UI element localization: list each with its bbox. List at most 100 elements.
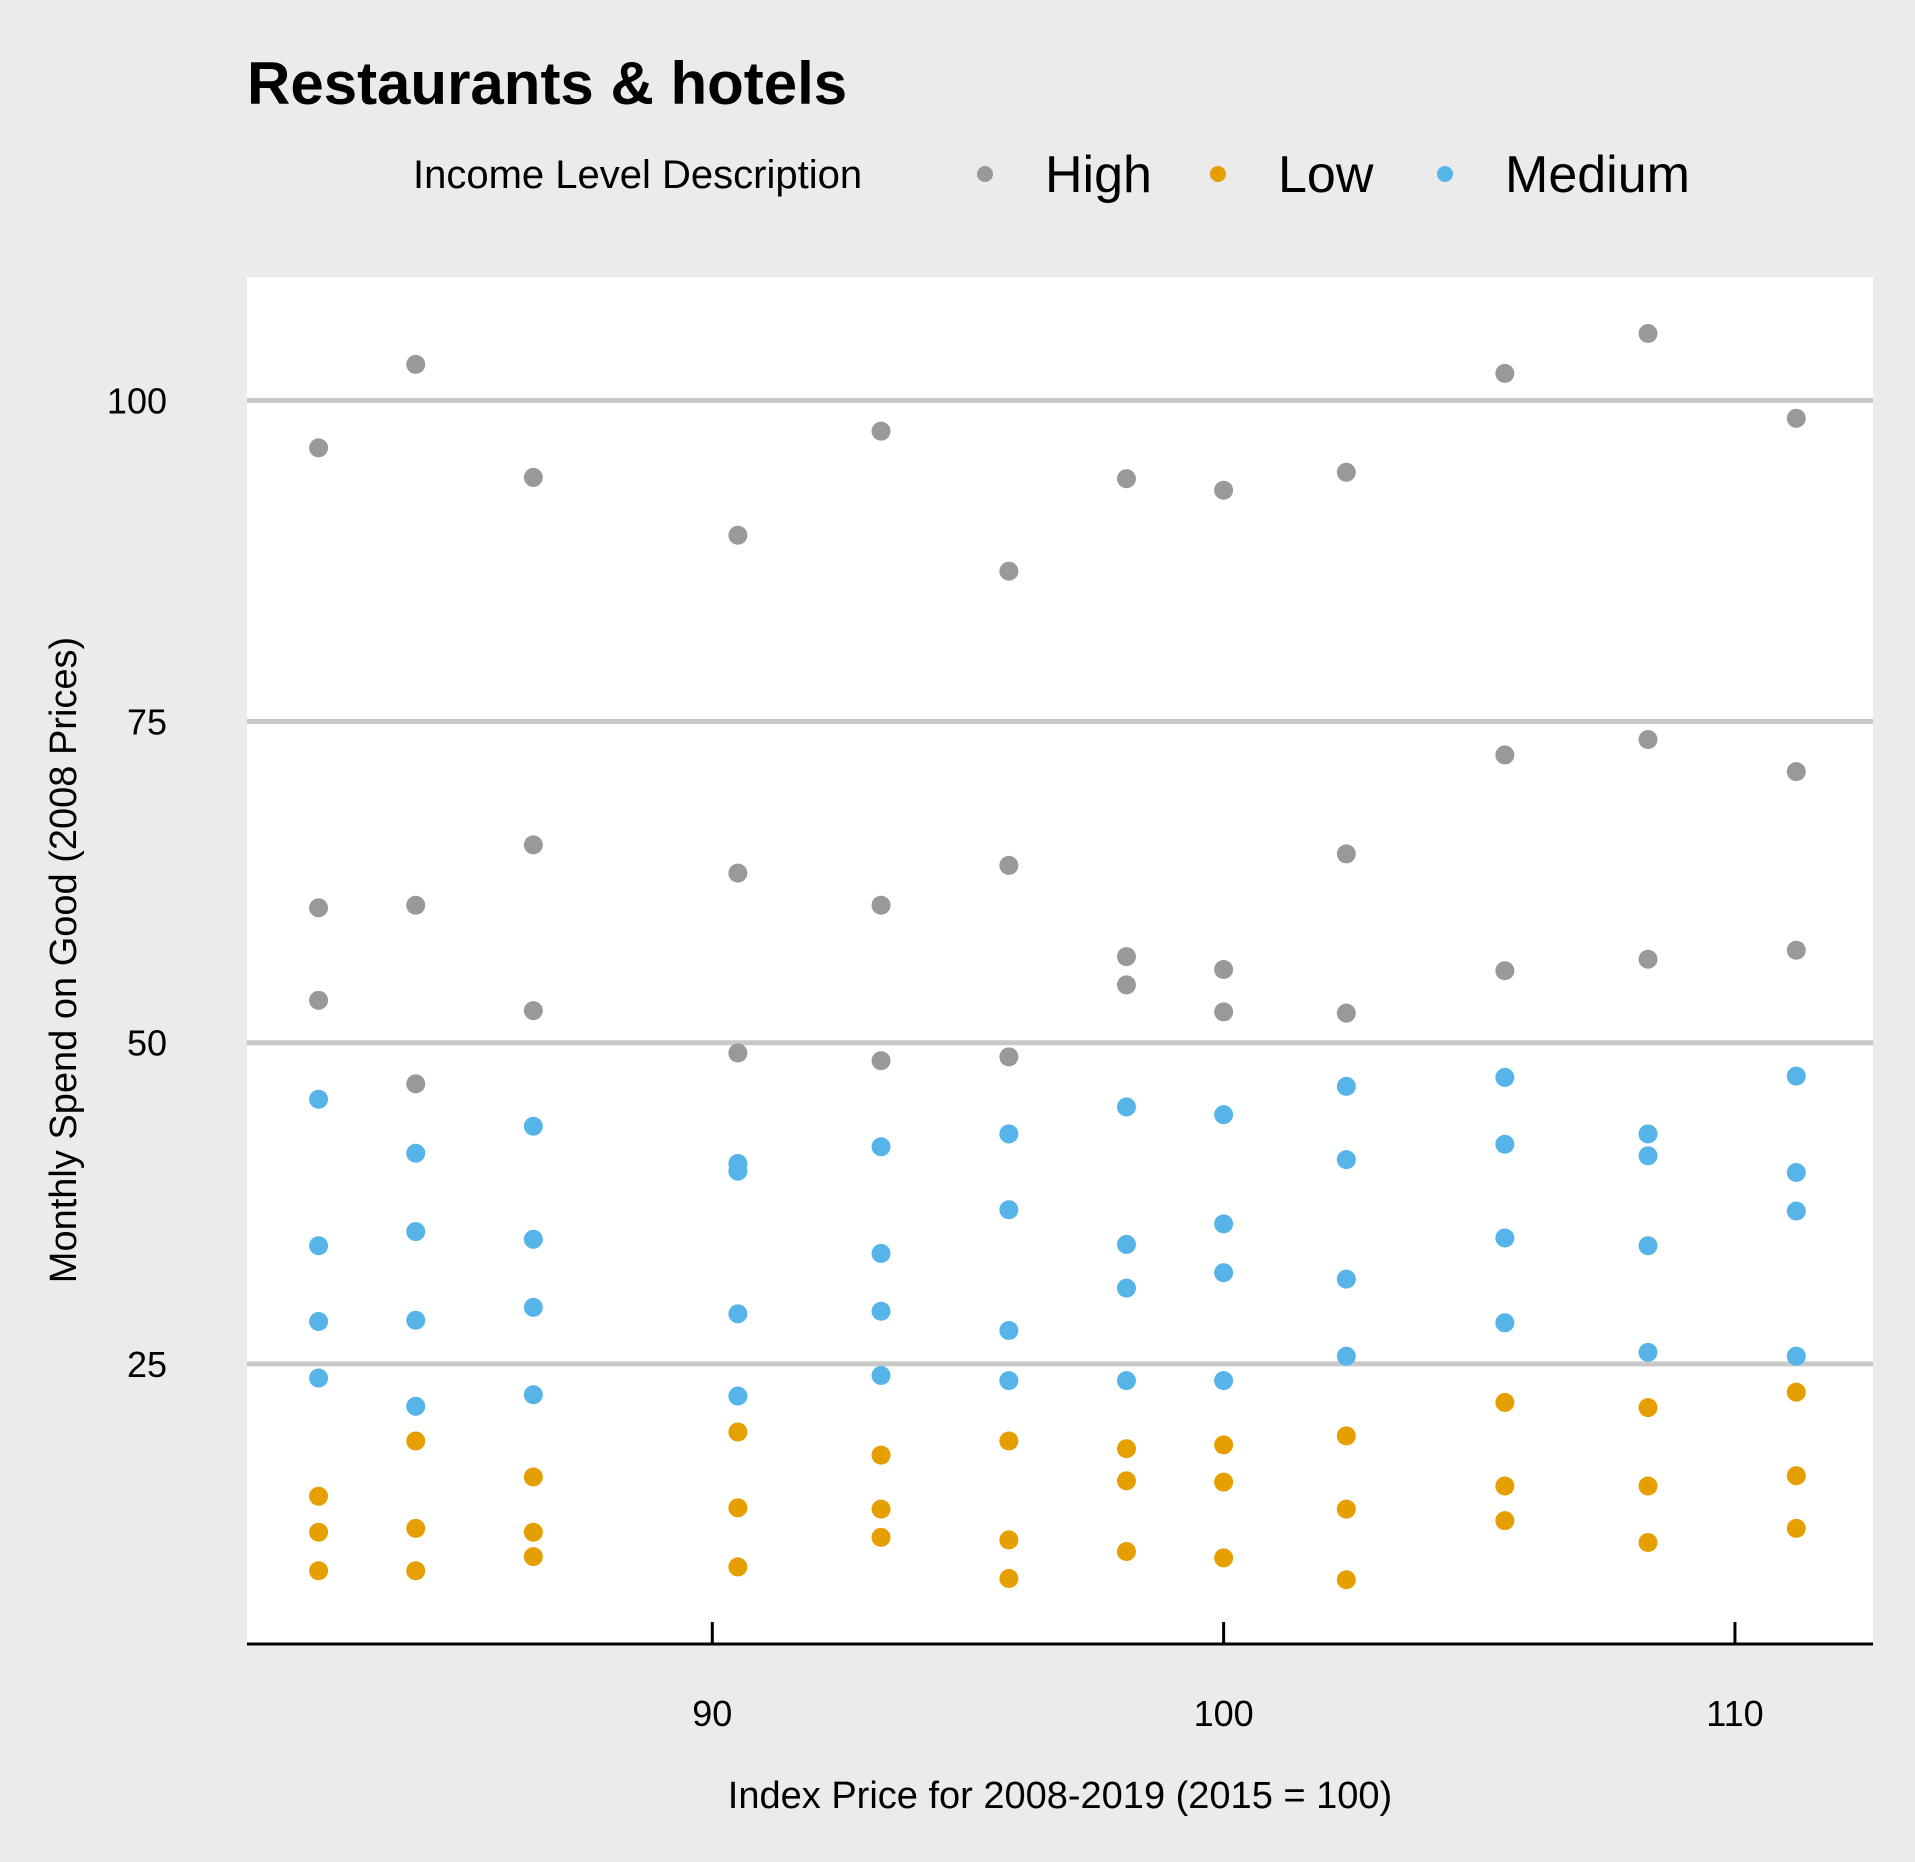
point-high-35 [1786, 940, 1806, 960]
point-low-9 [728, 1422, 748, 1442]
point-medium-38 [1495, 1228, 1515, 1248]
point-medium-36 [1495, 1067, 1515, 1087]
point-low-23 [1214, 1548, 1234, 1568]
legend-title: Income Level Description [413, 153, 862, 197]
point-high-8 [523, 1001, 543, 1021]
series-low [309, 1382, 1806, 1590]
point-high-11 [728, 1043, 748, 1063]
point-medium-11 [523, 1385, 543, 1405]
point-medium-32 [1336, 1076, 1356, 1096]
point-medium-7 [406, 1396, 426, 1416]
point-medium-8 [523, 1116, 543, 1136]
point-medium-26 [1116, 1278, 1136, 1298]
point-high-29 [1495, 961, 1515, 981]
point-high-31 [1638, 730, 1658, 750]
point-low-34 [1786, 1466, 1806, 1486]
point-high-34 [1786, 762, 1806, 782]
point-medium-27 [1116, 1371, 1136, 1391]
point-low-29 [1495, 1511, 1515, 1531]
plot-panel [247, 277, 1873, 1644]
point-low-22 [1214, 1472, 1234, 1492]
point-low-10 [728, 1498, 748, 1518]
point-low-6 [523, 1467, 543, 1487]
point-high-15 [999, 561, 1019, 581]
point-low-7 [523, 1522, 543, 1542]
point-high-33 [1786, 408, 1806, 428]
point-medium-35 [1336, 1346, 1356, 1366]
point-medium-25 [1116, 1234, 1136, 1254]
point-high-24 [1336, 462, 1356, 482]
point-high-4 [406, 895, 426, 915]
x-axis-label: Index Price for 2008-2019 (2015 = 100) [728, 1775, 1392, 1817]
y-tick-label-25: 25 [127, 1344, 167, 1385]
point-medium-29 [1214, 1214, 1234, 1234]
point-high-26 [1336, 1003, 1356, 1023]
point-high-21 [1214, 480, 1234, 500]
point-medium-42 [1638, 1236, 1658, 1256]
point-medium-24 [1116, 1097, 1136, 1117]
chart-title: Restaurants & hotels [247, 50, 847, 117]
point-medium-22 [999, 1321, 1019, 1341]
point-low-11 [728, 1557, 748, 1577]
x-tick-label-90: 90 [692, 1693, 732, 1734]
point-medium-14 [728, 1304, 748, 1324]
point-high-2 [309, 990, 329, 1010]
point-medium-19 [871, 1365, 891, 1385]
point-high-27 [1495, 363, 1515, 383]
point-medium-41 [1638, 1146, 1658, 1166]
point-high-7 [523, 835, 543, 855]
point-medium-1 [309, 1236, 329, 1256]
point-medium-2 [309, 1312, 329, 1332]
point-medium-28 [1214, 1105, 1234, 1125]
gridlines [247, 397, 1873, 1367]
point-high-0 [309, 438, 329, 458]
point-low-33 [1786, 1382, 1806, 1402]
point-medium-5 [406, 1222, 426, 1242]
point-high-32 [1638, 949, 1658, 969]
point-low-25 [1336, 1499, 1356, 1519]
point-high-25 [1336, 844, 1356, 864]
point-low-13 [871, 1499, 891, 1519]
point-medium-15 [728, 1386, 748, 1406]
point-medium-44 [1786, 1066, 1806, 1086]
point-medium-17 [871, 1243, 891, 1263]
point-high-5 [406, 1074, 426, 1094]
point-medium-33 [1336, 1150, 1356, 1170]
point-medium-30 [1214, 1263, 1234, 1283]
y-tick-label-75: 75 [127, 702, 167, 743]
point-medium-4 [406, 1143, 426, 1163]
point-low-3 [406, 1431, 426, 1451]
point-medium-16 [871, 1137, 891, 1157]
point-low-8 [523, 1547, 543, 1567]
point-high-20 [1116, 975, 1136, 995]
point-high-22 [1214, 959, 1234, 979]
point-low-17 [999, 1568, 1019, 1588]
point-high-23 [1214, 1002, 1234, 1022]
point-medium-9 [523, 1229, 543, 1249]
point-medium-21 [999, 1200, 1019, 1220]
point-low-19 [1116, 1471, 1136, 1491]
point-low-0 [309, 1486, 329, 1506]
point-high-10 [728, 863, 748, 883]
legend-label-medium: Medium [1505, 146, 1690, 204]
point-low-16 [999, 1530, 1019, 1550]
point-medium-46 [1786, 1201, 1806, 1221]
y-tick-label-50: 50 [127, 1023, 167, 1064]
point-high-30 [1638, 324, 1658, 344]
x-tick-label-110: 110 [1706, 1693, 1763, 1734]
point-high-18 [1116, 469, 1136, 489]
point-high-12 [871, 421, 891, 441]
y-axis: 25 50 75 100 [107, 380, 167, 1385]
point-low-31 [1638, 1476, 1658, 1496]
point-medium-47 [1786, 1346, 1806, 1366]
point-high-19 [1116, 947, 1136, 967]
point-low-15 [999, 1431, 1019, 1451]
point-medium-3 [309, 1368, 329, 1388]
point-high-3 [406, 354, 426, 374]
point-high-6 [523, 467, 543, 487]
point-high-28 [1495, 745, 1515, 765]
point-medium-45 [1786, 1162, 1806, 1182]
point-medium-31 [1214, 1371, 1234, 1391]
point-medium-6 [406, 1310, 426, 1330]
